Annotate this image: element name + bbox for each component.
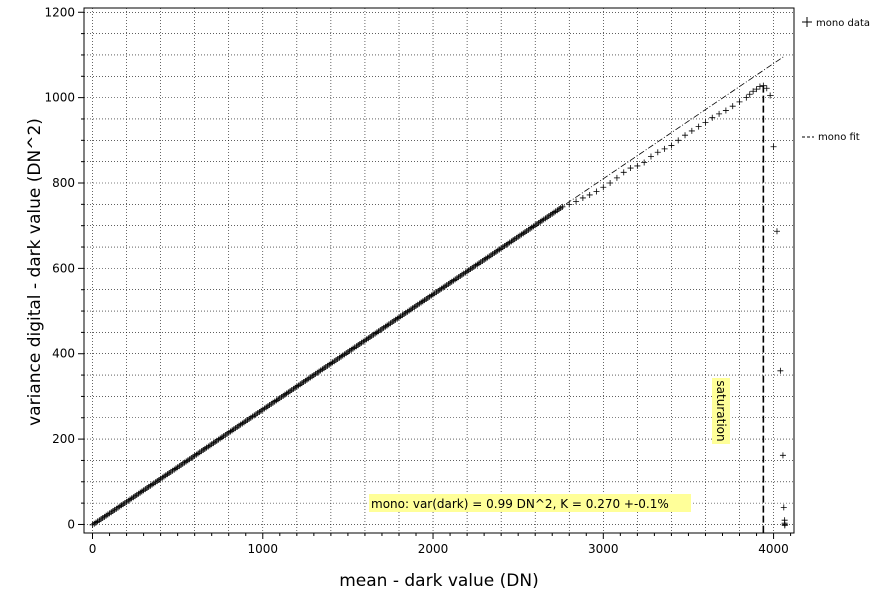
data-point xyxy=(722,107,729,114)
data-point xyxy=(634,162,641,169)
saturation-label-highlight xyxy=(712,378,730,444)
data-point xyxy=(668,142,675,149)
x-tick-label: 4000 xyxy=(758,542,789,556)
data-point xyxy=(709,114,716,121)
data-point xyxy=(573,198,580,205)
data-point xyxy=(779,452,786,459)
data-point xyxy=(746,91,753,98)
x-tick-label: 0 xyxy=(89,542,97,556)
data-point xyxy=(559,203,566,210)
annotation-highlight xyxy=(369,494,691,512)
data-point xyxy=(675,137,682,144)
data-point xyxy=(736,98,743,105)
fit-line xyxy=(92,56,785,525)
data-point xyxy=(566,201,573,208)
data-point xyxy=(586,191,593,198)
legend-mono-fit-label: mono fit xyxy=(818,132,860,143)
data-point xyxy=(753,86,760,93)
y-tick-label: 200 xyxy=(52,432,75,446)
legend-mono-data: mono data xyxy=(802,17,870,29)
data-point xyxy=(773,228,780,235)
y-tick-label: 800 xyxy=(52,176,75,190)
data-point xyxy=(750,88,757,95)
data-point xyxy=(654,149,661,156)
data-point xyxy=(600,184,607,191)
data-point xyxy=(767,92,774,99)
data-point xyxy=(607,180,614,186)
saturation-marker: saturation xyxy=(712,85,765,533)
y-tick-labels: 0 200 400 600 800 1000 1200 xyxy=(44,5,75,531)
legend-mono-data-label: mono data xyxy=(816,18,870,29)
plot-frame xyxy=(83,7,795,534)
data-point xyxy=(716,110,723,117)
data-point xyxy=(661,145,668,152)
y-tick-label: 400 xyxy=(52,347,75,361)
data-point xyxy=(641,159,648,166)
minor-ticks xyxy=(78,11,792,539)
y-tick-label: 1000 xyxy=(44,91,75,105)
data-point xyxy=(579,194,586,201)
data-point xyxy=(702,119,709,126)
data-point xyxy=(763,85,770,92)
data-point xyxy=(770,143,777,150)
data-point xyxy=(682,132,689,139)
data-point xyxy=(695,123,702,130)
legend-mono-fit: mono fit xyxy=(802,132,860,143)
data-point xyxy=(688,127,695,134)
legend: mono data mono fit xyxy=(802,17,870,143)
y-tick-label: 0 xyxy=(67,517,75,531)
data-point xyxy=(756,83,763,90)
grid xyxy=(84,8,794,533)
data-point xyxy=(743,94,750,101)
y-axis-title: variance digital - dark value (DN^2) xyxy=(25,118,45,426)
saturation-label: saturation xyxy=(714,380,728,441)
x-axis-title: mean - dark value (DN) xyxy=(339,571,539,591)
x-tick-label: 2000 xyxy=(418,542,449,556)
data-point xyxy=(620,169,627,176)
data-point xyxy=(780,504,787,511)
data-point xyxy=(781,522,788,529)
data-point xyxy=(647,153,654,160)
annotation-box: mono: var(dark) = 0.99 DN^2, K = 0.270 +… xyxy=(369,494,691,512)
mono-data-series xyxy=(89,82,788,529)
x-tick-label: 1000 xyxy=(248,542,279,556)
data-point xyxy=(613,174,620,181)
annotation-text: mono: var(dark) = 0.99 DN^2, K = 0.270 +… xyxy=(371,497,669,511)
data-point xyxy=(593,188,600,195)
x-tick-label: 3000 xyxy=(588,542,619,556)
data-point xyxy=(777,367,784,374)
data-point xyxy=(627,165,634,172)
x-tick-labels: 0 1000 2000 3000 4000 xyxy=(89,542,789,556)
data-point xyxy=(729,103,736,110)
y-tick-label: 1200 xyxy=(44,5,75,19)
mono-fit-line xyxy=(92,56,785,525)
y-tick-label: 600 xyxy=(52,261,75,275)
